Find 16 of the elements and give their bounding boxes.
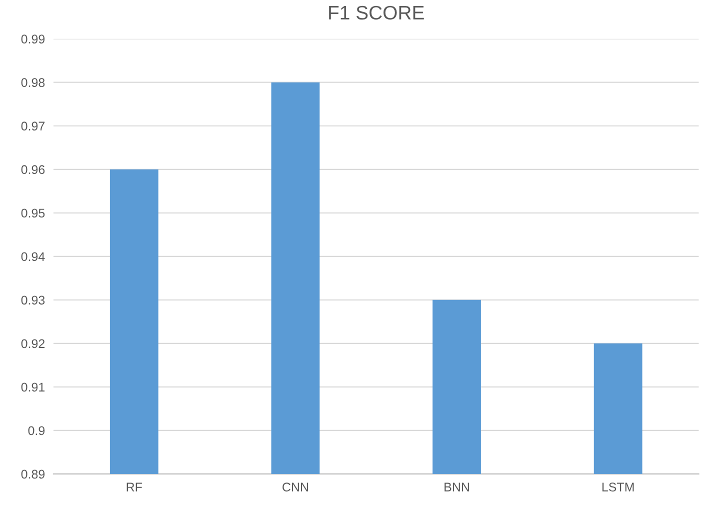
y-tick-label: 0.89 [21, 470, 45, 479]
y-tick-label: 0.91 [21, 382, 45, 392]
x-tick-label: LSTM [602, 482, 634, 492]
y-tick-label: 0.95 [21, 208, 45, 218]
x-tick-label: BNN [444, 482, 469, 492]
y-tick-label: 0.92 [21, 339, 45, 348]
y-tick-label: 0.94 [21, 252, 45, 262]
y-tick-label: 0.96 [21, 165, 45, 174]
chart-title: F1 SCORE [329, 6, 424, 20]
x-tick-label: CNN [282, 482, 308, 492]
y-tick-label: 0.97 [21, 122, 45, 131]
y-tick-label: 0.98 [21, 78, 45, 88]
y-tick-label: 0.99 [21, 34, 45, 44]
y-tick-label: 0.9 [28, 426, 45, 436]
y-tick-label: 0.93 [21, 296, 45, 305]
x-tick-label: RF [126, 482, 142, 492]
